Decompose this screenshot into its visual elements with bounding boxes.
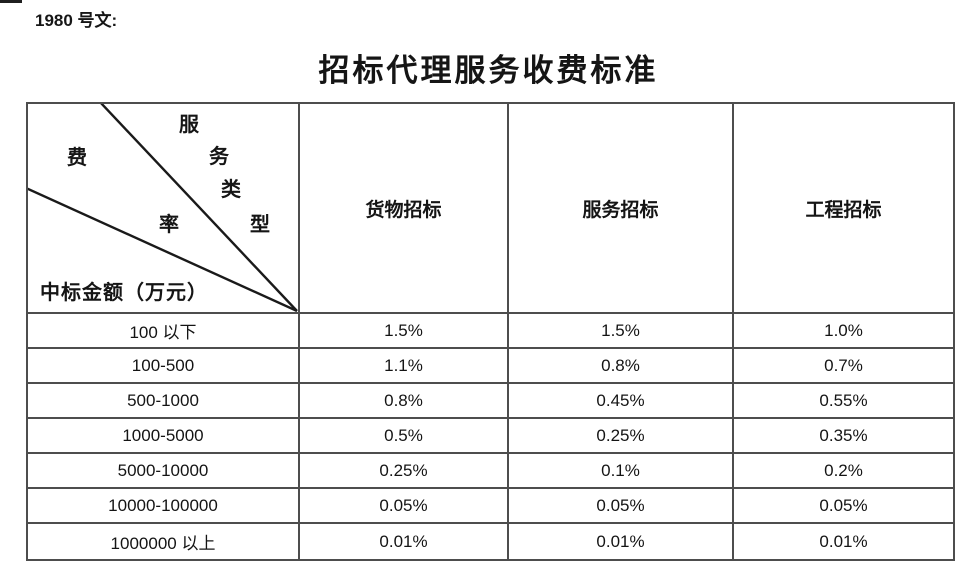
- rate-cell-engineering: 0.2%: [734, 454, 953, 489]
- column-header-engineering-bidding: 工程招标: [734, 104, 953, 314]
- rate-cell-services: 0.01%: [509, 524, 734, 559]
- document-reference-number: 1980 号文:: [35, 11, 118, 30]
- rate-cell-services: 0.8%: [509, 349, 734, 384]
- rate-cell-services: 1.5%: [509, 314, 734, 349]
- row-label-amount-range: 100 以下: [28, 314, 300, 349]
- corner-label-service-char-2: 务: [209, 146, 229, 168]
- rate-cell-engineering: 0.7%: [734, 349, 953, 384]
- corner-label-service-char-3: 类: [221, 179, 241, 201]
- rate-cell-engineering: 0.05%: [734, 489, 953, 524]
- corner-label-service-char-4: 型: [250, 214, 270, 236]
- rate-cell-engineering: 1.0%: [734, 314, 953, 349]
- row-label-amount-range: 5000-10000: [28, 454, 300, 489]
- row-label-amount-range: 100-500: [28, 349, 300, 384]
- corner-label-service-char-1: 服: [179, 114, 199, 136]
- rate-cell-goods: 0.8%: [300, 384, 509, 419]
- table-corner-diagonal-cell: 服 务 类 型 费 率 中标金额（万元）: [28, 104, 300, 314]
- corner-label-rate-char-2: 率: [159, 214, 179, 236]
- fee-standard-table: 服 务 类 型 费 率 中标金额（万元） 货物招标 服务招标 工程招标 100 …: [26, 102, 955, 561]
- rate-cell-services: 0.45%: [509, 384, 734, 419]
- rate-cell-goods: 1.1%: [300, 349, 509, 384]
- row-label-amount-range: 1000000 以上: [28, 524, 300, 559]
- rate-cell-goods: 0.01%: [300, 524, 509, 559]
- scan-edge-artifact: [0, 0, 22, 3]
- corner-label-amount-axis: 中标金额（万元）: [40, 282, 208, 304]
- corner-label-rate-char-1: 费: [67, 147, 87, 169]
- rate-cell-engineering: 0.01%: [819, 531, 868, 551]
- rate-cell-services: 0.25%: [509, 419, 734, 454]
- diagonal-split-lines: [28, 104, 298, 312]
- row-label-amount-range: 1000-5000: [28, 419, 300, 454]
- rate-cell-services: 0.05%: [509, 489, 734, 524]
- column-header-goods-bidding: 货物招标: [300, 104, 509, 314]
- rate-cell-engineering: 0.55%: [734, 384, 953, 419]
- page-title: 招标代理服务收费标准: [318, 53, 659, 88]
- rate-cell-goods: 0.25%: [300, 454, 509, 489]
- rate-cell-engineering: 0.35%: [734, 419, 953, 454]
- rate-cell-goods: 1.5%: [300, 314, 509, 349]
- column-header-service-bidding: 服务招标: [509, 104, 734, 314]
- rate-cell-goods: 0.5%: [300, 419, 509, 454]
- rate-cell-goods: 0.05%: [300, 489, 509, 524]
- rate-cell-services: 0.1%: [509, 454, 734, 489]
- row-label-amount-range: 500-1000: [28, 384, 300, 419]
- row-label-amount-range: 10000-100000: [28, 489, 300, 524]
